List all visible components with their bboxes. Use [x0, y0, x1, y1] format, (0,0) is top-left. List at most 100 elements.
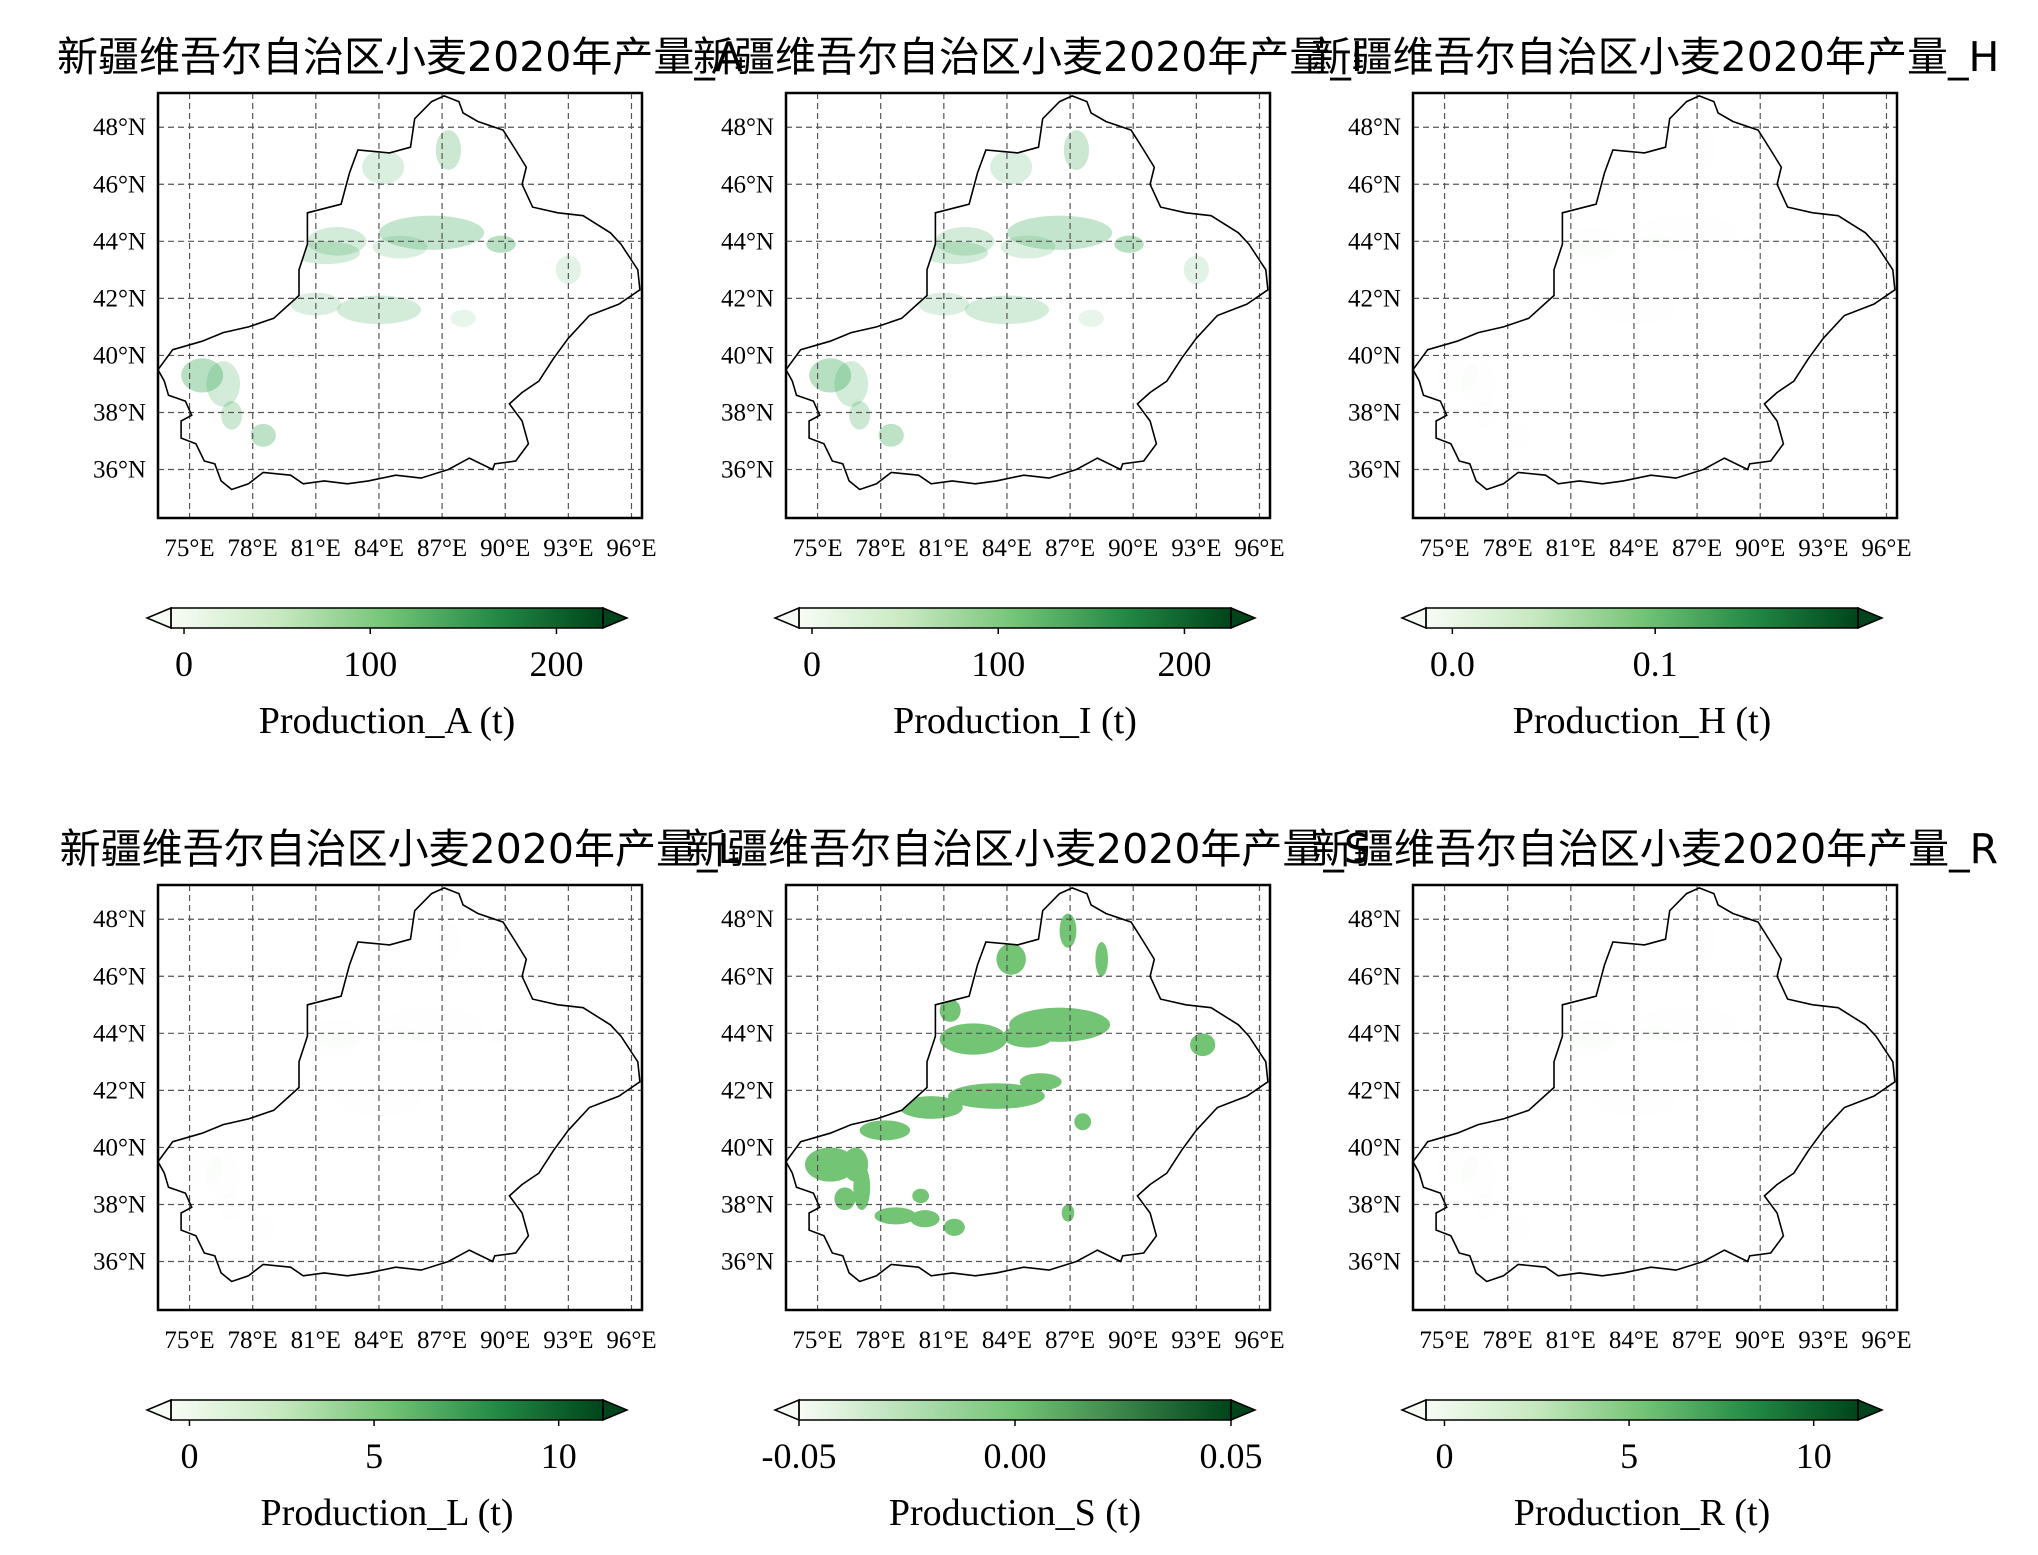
map-panel: 新疆维吾尔自治区小麦2020年产量_S 48°N 46°N 44°N 42°N 40°N 3… — [686, 825, 1370, 1534]
production-fill — [181, 922, 516, 1239]
lon-tick-label: 87°E — [1045, 1327, 1095, 1354]
lon-tick-label: 93°E — [1798, 1327, 1848, 1354]
cropland-cell — [1592, 1088, 1676, 1117]
lon-tick-label: 81°E — [291, 535, 341, 562]
lon-tick-label: 90°E — [1108, 535, 1158, 562]
colorbar-extend-min — [773, 1398, 800, 1422]
cropland-cell — [1078, 309, 1104, 327]
lat-tick-label: 36°N — [93, 1249, 146, 1276]
cropland-cell — [362, 942, 404, 976]
colorbar-label: Production_L (t) — [261, 1492, 514, 1534]
lat-tick-label: 46°N — [721, 171, 774, 198]
cropland-cell — [1628, 1028, 1683, 1051]
map-panel: 新疆维吾尔自治区小麦2020年产量_L 48°N 46°N 44°N 42°N 40°N 3… — [60, 825, 741, 1534]
cropland-cell — [206, 1153, 240, 1199]
panel-title: 新疆维吾尔自治区小麦2020年产量_H — [1311, 33, 2000, 81]
lon-tick-label: 87°E — [417, 535, 467, 562]
map-frame — [784, 91, 1272, 520]
lat-tick-label: 46°N — [1348, 171, 1401, 198]
cropland-cell — [307, 227, 367, 256]
lon-tick-label: 93°E — [543, 535, 593, 562]
cropland-cell — [939, 1023, 1007, 1055]
colorbar-tick-label: 0.05 — [1200, 1436, 1263, 1476]
lat-tick-label: 40°N — [721, 342, 774, 369]
lon-tick-label: 84°E — [354, 1327, 404, 1354]
lat-tick-label: 38°N — [1348, 1191, 1401, 1218]
colorbar-gradient — [1426, 1400, 1858, 1420]
xinjiang-boundary — [1412, 887, 1896, 1283]
cropland-cell — [1436, 358, 1479, 393]
production-fill — [804, 913, 1216, 1236]
lon-tick-label: 81°E — [1546, 535, 1596, 562]
cropland-cell — [451, 1102, 476, 1119]
colorbar-label: Production_A (t) — [259, 700, 515, 742]
colorbar-tick-label: -0.05 — [762, 1436, 837, 1476]
cropland-cell — [920, 241, 989, 265]
lat-tick-label: 36°N — [721, 457, 774, 484]
cropland-cell — [834, 361, 869, 407]
cropland-cell — [1706, 1102, 1731, 1119]
lon-tick-label: 84°E — [982, 535, 1032, 562]
colorbar-frame — [1425, 1399, 1859, 1421]
cropland-cell — [1691, 922, 1716, 962]
map-panel: 新疆维吾尔自治区小麦2020年产量_H 48°N 46°N 44°N 42°N 40°N 3… — [1311, 33, 2000, 742]
cropland-cell — [878, 423, 904, 447]
cropland-cell — [1000, 235, 1056, 259]
colorbar-tick-label: 0 — [803, 644, 821, 684]
cropland-cell — [1741, 235, 1771, 253]
lat-tick-label: 38°N — [93, 399, 146, 426]
map-frame — [784, 883, 1272, 1312]
cropland-cell — [362, 150, 405, 185]
cropland-cell — [964, 295, 1050, 325]
lon-tick-label: 81°E — [919, 535, 969, 562]
lat-tick-label: 44°N — [1348, 228, 1401, 255]
cropland-cell — [206, 361, 241, 407]
cropland-cell — [939, 999, 961, 1022]
cropland-cell — [990, 150, 1033, 185]
lon-tick-label: 96°E — [606, 1327, 656, 1354]
lat-tick-label: 40°N — [1348, 1134, 1401, 1161]
colorbar: 0 100 200 Production_I (t) — [773, 606, 1257, 742]
lat-tick-label: 44°N — [721, 1020, 774, 1047]
xinjiang-boundary — [157, 95, 641, 491]
cropland-cell — [373, 1028, 428, 1051]
colorbar-extend-min — [773, 606, 800, 630]
lat-tick-label: 44°N — [721, 228, 774, 255]
map-area — [1413, 885, 1897, 1310]
colorbar-tick-label: 200 — [529, 644, 583, 684]
colorbar-frame — [170, 607, 604, 629]
panel-title: 新疆维吾尔自治区小麦2020年产量_L — [60, 825, 741, 873]
cropland-cell — [1461, 1153, 1495, 1199]
panel-title: 新疆维吾尔自治区小麦2020年产量_I — [693, 33, 1363, 81]
cropland-cell — [221, 401, 243, 430]
colorbar-gradient — [171, 1400, 603, 1420]
cropland-cell — [1505, 1215, 1531, 1239]
lon-tick-label: 81°E — [291, 1327, 341, 1354]
lat-tick-label: 48°N — [1348, 114, 1401, 141]
cropland-cell — [849, 401, 871, 430]
lon-tick-label: 75°E — [164, 1327, 214, 1354]
lat-tick-label: 46°N — [93, 171, 146, 198]
colorbar-label: Production_I (t) — [893, 700, 1137, 742]
lat-tick-label: 42°N — [1348, 285, 1401, 312]
panel-title: 新疆维吾尔自治区小麦2020年产量_A — [57, 33, 743, 81]
lat-tick-label: 38°N — [721, 399, 774, 426]
colorbar: 0.0 0.1 Production_H (t) — [1400, 606, 1884, 742]
colorbar-tick-label: 100 — [971, 644, 1025, 684]
colorbar-extend-max — [602, 1398, 629, 1422]
lat-tick-label: 44°N — [93, 228, 146, 255]
lon-tick-label: 90°E — [480, 1327, 530, 1354]
colorbar-tick-label: 100 — [343, 644, 397, 684]
cropland-cell — [1811, 1048, 1836, 1077]
colorbar-tick-label: 200 — [1157, 644, 1211, 684]
lon-tick-label: 84°E — [354, 535, 404, 562]
lon-tick-label: 81°E — [919, 1327, 969, 1354]
lat-tick-label: 48°N — [1348, 906, 1401, 933]
xinjiang-boundary — [1412, 95, 1896, 491]
cropland-cell — [436, 922, 461, 962]
colorbar: 0 5 10 Production_L (t) — [145, 1398, 629, 1534]
colorbar-tick-label: 10 — [541, 1436, 577, 1476]
map-panel: 新疆维吾尔自治区小麦2020年产量_A 48°N 46°N 44°N 42°N 40°N 3… — [57, 33, 743, 742]
lat-tick-label: 42°N — [721, 285, 774, 312]
